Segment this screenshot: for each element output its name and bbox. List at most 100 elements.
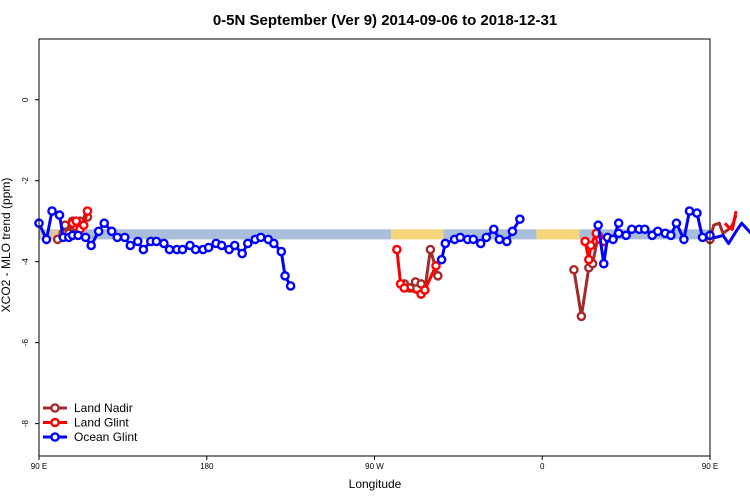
trend-band-segment-0 [39,229,62,240]
trend-band-segment-4 [536,229,580,240]
data-point [54,210,65,220]
data-point [399,283,410,293]
data-point [425,244,436,255]
data-point [494,234,505,245]
y-tick-label: 0 [21,97,30,102]
data-point [229,240,240,251]
data-point [440,238,451,249]
series-ocean-glint [34,206,750,291]
data-point [138,244,149,255]
y-tick-label: -6 [21,339,30,347]
legend-label: Land Nadir [74,401,133,415]
x-tick-label: 90 E [31,462,47,471]
y-tick-label: -4 [21,258,30,266]
data-point [598,258,609,269]
data-point [684,206,695,216]
data-point [119,232,130,243]
x-tick-label: 90 E [702,462,718,471]
x-tick-label: 180 [200,462,214,471]
data-point [159,238,169,249]
y-axis-label: XCO2 - MLO trend (ppm) [0,178,13,313]
x-tick-label: 0 [540,462,545,471]
data-point [481,232,492,243]
data-point [73,230,83,241]
legend-label: Land Glint [74,416,129,430]
data-point [71,216,82,226]
trend-band-segment-5 [579,229,710,240]
x-axis: 90 E 180 90 W 0 90 E [31,456,718,471]
x-axis-label: Longitude [349,477,402,491]
y-tick-label: -2 [21,177,30,185]
data-point [132,236,143,247]
data-point [216,240,227,251]
legend-label: Ocean Glint [74,430,138,444]
data-point [436,254,447,265]
legend-swatch-marker [50,417,60,428]
data-point [285,281,296,291]
data-point [112,232,123,243]
data-point [86,240,96,251]
data-point [653,226,663,237]
data-point [151,236,162,247]
data-point [468,234,479,245]
data-point [82,206,93,216]
data-point [569,264,579,275]
data-point [190,244,201,255]
data-point [106,226,117,237]
data-point [164,244,175,255]
trend-band-segment-1 [61,229,392,240]
legend-item: Ocean Glint [43,430,138,444]
data-point [697,232,708,243]
data-point [666,230,676,241]
y-axis: 0 -2 -4 -6 -8 [21,97,39,427]
data-point [93,226,104,237]
data-point [177,244,188,255]
data-point [47,206,57,216]
data-point [576,311,587,322]
data-point [80,232,91,243]
data-point [433,271,443,281]
data-point [679,234,689,245]
data-point [392,244,402,255]
data-point [475,238,486,249]
data-point [585,240,596,251]
data-point [502,236,512,247]
data-point [626,224,637,235]
data-point [584,254,594,265]
data-point [41,234,52,245]
data-point [613,218,624,229]
data-point [431,260,441,271]
data-point [488,224,499,235]
trend-band-segment-2 [391,229,444,240]
data-point [269,238,279,249]
data-point [237,248,247,259]
data-point [692,208,702,218]
series-line [723,210,738,231]
data-point [671,218,682,229]
data-point [78,220,89,231]
legend-item: Land Glint [43,416,129,430]
series-layer [34,206,750,322]
data-point [455,232,466,243]
data-point [276,246,287,257]
data-point [280,271,290,281]
data-point [621,230,631,241]
data-point [256,232,266,243]
y-tick-label: -8 [21,420,30,428]
data-point [507,226,518,237]
legend-swatch-marker [50,432,60,442]
x-tick-label: 90 W [365,462,384,471]
data-point [242,238,253,249]
data-point [99,218,110,229]
data-point [203,242,214,253]
data-point [593,220,603,231]
legend-item: Land Nadir [43,401,133,415]
data-point [639,224,650,235]
data-point [515,214,525,224]
chart-title: 0-5N September (Ver 9) 2014-09-06 to 201… [213,12,557,29]
legend-swatch-marker [50,403,60,413]
data-point [420,285,430,295]
data-point [613,228,624,239]
